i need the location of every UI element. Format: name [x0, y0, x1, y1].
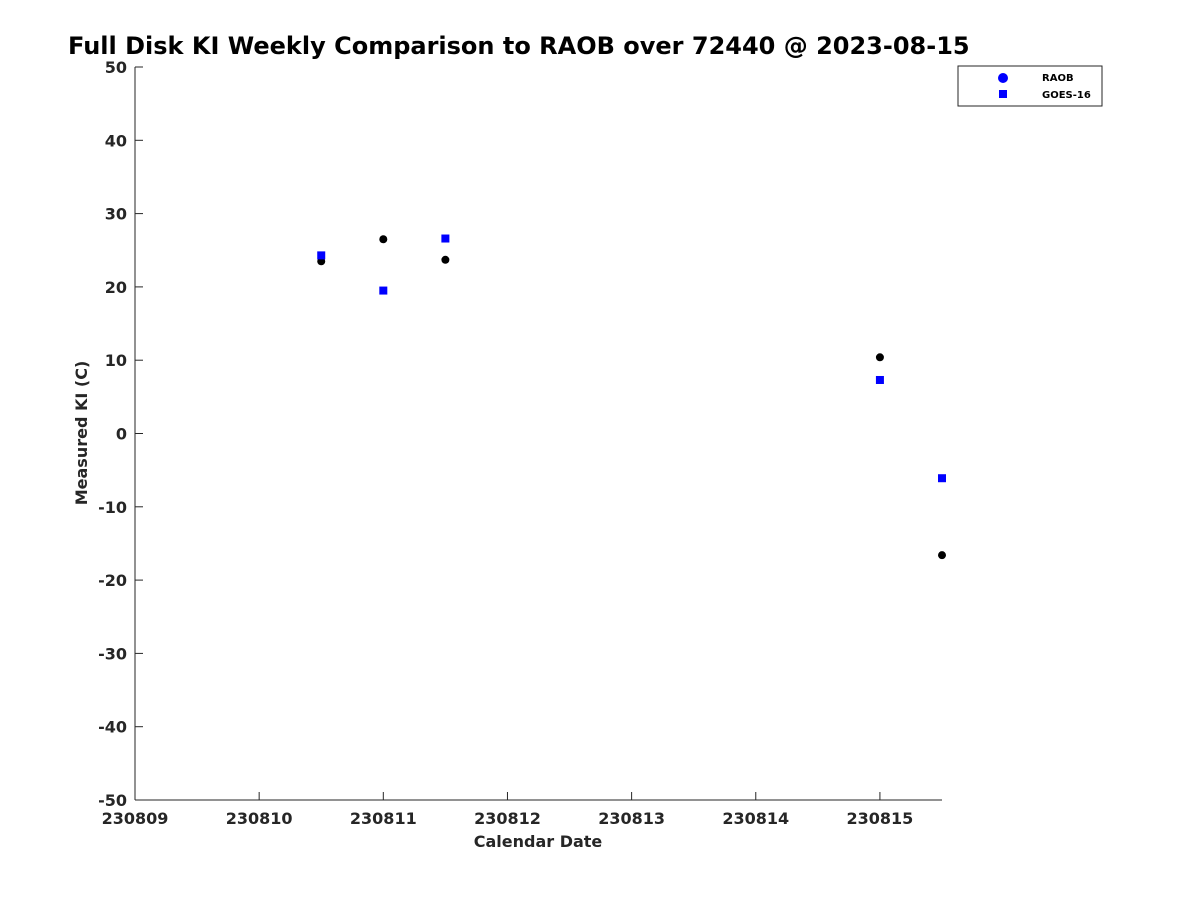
- y-tick-label: -40: [98, 718, 127, 737]
- x-axis-label: Calendar Date: [474, 832, 603, 851]
- x-tick-label: 230813: [598, 809, 665, 828]
- x-tick-label: 230809: [102, 809, 169, 828]
- y-tick-label: 20: [105, 278, 127, 297]
- x-axis-ticks: 230809 230810 230811 230812 230813 230814 2308…: [102, 792, 914, 828]
- y-tick-label: 0: [116, 425, 127, 444]
- x-tick-label: 230812: [474, 809, 541, 828]
- y-axis-ticks: 50 40 30 20 10 0 -10 -20 -30 -40 -50: [98, 58, 143, 810]
- data-point-raob: [938, 551, 946, 560]
- y-tick-label: -30: [98, 644, 127, 663]
- data-point-goes-16: [379, 286, 388, 295]
- x-tick-label: 230811: [350, 809, 417, 828]
- data-point-raob: [379, 235, 388, 244]
- data-point-raob: [441, 255, 450, 264]
- x-tick-label: 230815: [847, 809, 914, 828]
- legend-square-icon: [999, 90, 1007, 98]
- y-tick-label: 10: [105, 351, 127, 370]
- x-tick-label: 230810: [226, 809, 293, 828]
- data-point-goes-16: [938, 474, 946, 483]
- legend-circle-icon: [998, 73, 1008, 83]
- chart-title: Full Disk KI Weekly Comparison to RAOB o…: [68, 32, 970, 60]
- data-point-goes-16: [441, 234, 450, 243]
- data-point-raob: [875, 353, 884, 362]
- legend-label-raob: RAOB: [1042, 73, 1074, 84]
- data-points: [317, 234, 946, 560]
- data-point-goes-16: [317, 251, 326, 260]
- legend-label-goes16: GOES-16: [1042, 90, 1091, 101]
- y-tick-label: -20: [98, 571, 127, 590]
- y-axis-label: Measured KI (C): [72, 361, 91, 506]
- y-tick-label: 50: [105, 58, 127, 77]
- y-tick-label: 40: [105, 131, 127, 150]
- y-tick-label: -10: [98, 498, 127, 517]
- y-tick-label: -50: [98, 791, 127, 810]
- y-tick-label: 30: [105, 205, 127, 224]
- legend: RAOB GOES-16: [957, 65, 1103, 107]
- data-point-goes-16: [875, 375, 884, 384]
- x-tick-label: 230814: [722, 809, 789, 828]
- legend-box: [957, 65, 1103, 107]
